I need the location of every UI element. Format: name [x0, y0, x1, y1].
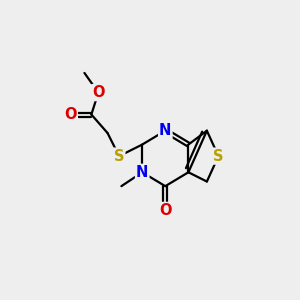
Text: O: O — [92, 85, 105, 100]
Text: S: S — [213, 148, 224, 164]
Text: O: O — [64, 107, 77, 122]
Text: N: N — [136, 165, 148, 180]
Text: N: N — [159, 123, 172, 138]
Text: O: O — [159, 203, 172, 218]
Text: S: S — [114, 148, 124, 164]
